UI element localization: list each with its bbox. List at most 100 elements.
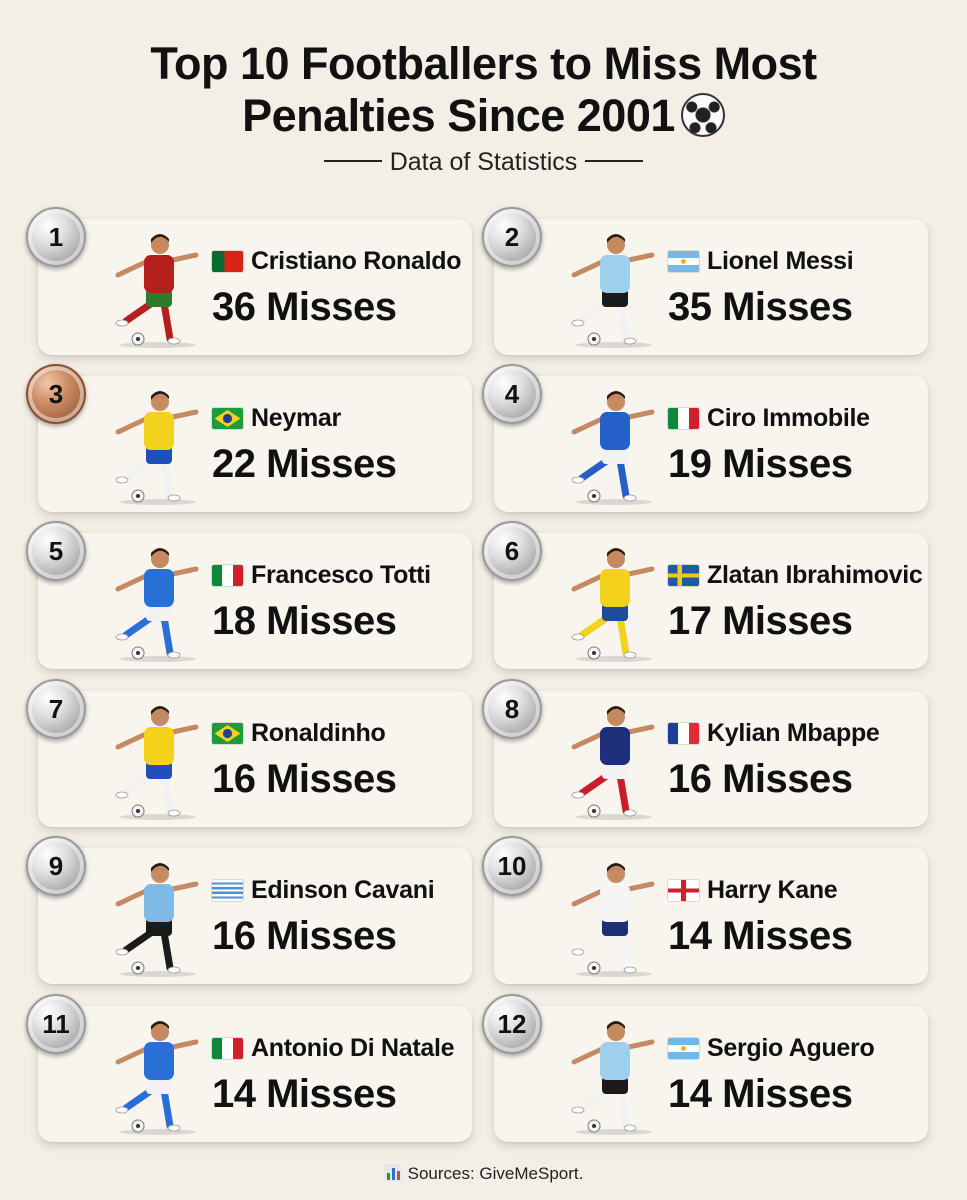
player-photo xyxy=(571,234,655,348)
player-name: Sergio Aguero xyxy=(707,1034,875,1062)
hair xyxy=(151,391,169,400)
hair xyxy=(151,1021,169,1030)
boot xyxy=(571,791,585,799)
page-title: Top 10 Footballers to Miss Most Penaltie… xyxy=(0,38,967,142)
italy-flag-icon xyxy=(212,1038,243,1059)
football-patch xyxy=(136,651,140,655)
player-name-row: Francesco Totti xyxy=(212,561,431,590)
head xyxy=(151,550,169,568)
boot xyxy=(167,337,181,345)
head xyxy=(607,550,625,568)
hair xyxy=(151,706,169,715)
football-patch xyxy=(592,1124,596,1128)
boot xyxy=(167,1124,181,1132)
rank-medal: 7 xyxy=(26,679,86,739)
player-name-row: Ciro Immobile xyxy=(668,404,870,433)
shorts xyxy=(146,603,172,621)
ground-shadow xyxy=(576,656,652,662)
standing-leg xyxy=(160,613,174,657)
portugal-flag-icon xyxy=(212,251,243,272)
penalty-misses-count: 17 Misses xyxy=(668,599,853,643)
brazil-flag-icon xyxy=(212,723,243,744)
title-line-2: Penalties Since 2001 xyxy=(242,90,675,141)
title-line-2-wrap: Penalties Since 2001 xyxy=(0,90,967,142)
standing-leg xyxy=(616,771,630,815)
player-name-row: Ronaldinho xyxy=(212,719,386,748)
rank-medal: 4 xyxy=(482,364,542,424)
ground-shadow xyxy=(576,1129,652,1135)
rank-medal: 8 xyxy=(482,679,542,739)
boot xyxy=(115,1106,129,1114)
player-name-row: Zlatan Ibrahimovic xyxy=(668,561,923,590)
head xyxy=(151,393,169,411)
player-name-row: Lionel Messi xyxy=(668,247,854,276)
subtitle-text: Data of Statistics xyxy=(389,148,578,176)
left-arm xyxy=(115,1045,151,1065)
shirt xyxy=(144,255,174,293)
player-photo xyxy=(571,863,655,977)
football-patch xyxy=(592,809,596,813)
head xyxy=(151,1023,169,1041)
shorts xyxy=(602,761,628,779)
football-patch xyxy=(592,651,596,655)
hair xyxy=(607,863,625,872)
boot xyxy=(167,651,181,659)
player-name-row: Sergio Aguero xyxy=(668,1034,875,1063)
penalty-misses-count: 18 Misses xyxy=(212,599,397,643)
shorts xyxy=(602,446,628,464)
player-name: Neymar xyxy=(251,404,341,432)
player-photo xyxy=(571,391,655,505)
player-card: 2 Lionel Messi 35 Misses xyxy=(482,207,928,355)
player-card: 12 Sergio Aguero 14 Misses xyxy=(482,994,928,1142)
left-arm xyxy=(571,258,607,278)
ground-shadow xyxy=(576,342,652,348)
shorts xyxy=(146,761,172,779)
hair xyxy=(607,548,625,557)
left-arm xyxy=(115,258,151,278)
boot xyxy=(623,1124,637,1132)
player-name: Kylian Mbappe xyxy=(707,719,880,747)
player-name-row: Antonio Di Natale xyxy=(212,1034,455,1063)
penalty-misses-count: 16 Misses xyxy=(212,757,397,801)
rank-medal: 1 xyxy=(26,207,86,267)
football-patch xyxy=(592,337,596,341)
left-arm xyxy=(115,415,151,435)
shirt xyxy=(144,569,174,607)
player-name: Edinson Cavani xyxy=(251,876,435,904)
head xyxy=(607,865,625,883)
player-name: Lionel Messi xyxy=(707,247,854,275)
left-arm xyxy=(115,887,151,907)
ground-shadow xyxy=(576,814,652,820)
player-name-row: Kylian Mbappe xyxy=(668,719,880,748)
hair xyxy=(151,234,169,243)
ground-shadow xyxy=(576,499,652,505)
sources-text: Sources: GiveMeSport. xyxy=(407,1164,584,1183)
penalty-misses-count: 14 Misses xyxy=(668,914,853,958)
player-photo xyxy=(571,706,655,820)
ground-shadow xyxy=(120,971,196,977)
shirt xyxy=(144,884,174,922)
boot xyxy=(115,476,129,484)
boot xyxy=(167,966,181,974)
hair xyxy=(151,863,169,872)
boot xyxy=(623,651,637,659)
subtitle-right-rule xyxy=(585,160,644,162)
hair xyxy=(607,234,625,243)
boot xyxy=(623,494,637,502)
penalty-misses-count: 19 Misses xyxy=(668,442,853,486)
uruguay-flag-icon xyxy=(212,880,243,901)
football-patch xyxy=(136,337,140,341)
title-line-1: Top 10 Footballers to Miss Most xyxy=(150,38,817,89)
player-card: 11 Antonio Di Natale 14 Misses xyxy=(26,994,472,1142)
shirt xyxy=(144,1042,174,1080)
ground-shadow xyxy=(120,1129,196,1135)
shirt xyxy=(600,412,630,450)
player-card: 1 Cristiano Ronaldo 36 Misses xyxy=(26,207,472,355)
player-name-row: Neymar xyxy=(212,404,341,433)
player-photo xyxy=(115,1021,199,1135)
shorts xyxy=(602,918,628,936)
shirt xyxy=(600,569,630,607)
player-name-row: Cristiano Ronaldo xyxy=(212,247,461,276)
boot xyxy=(623,337,637,345)
rank-medal: 12 xyxy=(482,994,542,1054)
